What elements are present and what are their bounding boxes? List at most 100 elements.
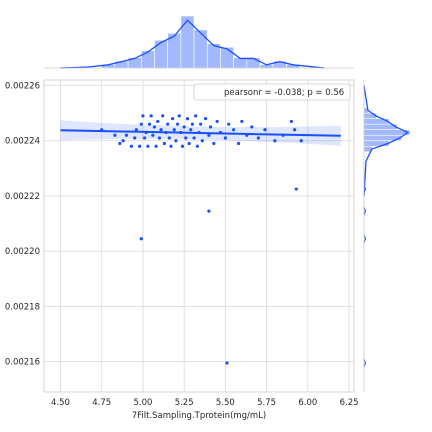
scatter-point bbox=[166, 122, 170, 126]
scatter-point bbox=[134, 128, 138, 132]
marginal-y-bar bbox=[363, 140, 390, 147]
x-tick-label: 6.25 bbox=[340, 398, 359, 408]
marginal-x-kde bbox=[60, 19, 325, 69]
marginal-y-outlier-bump bbox=[363, 234, 367, 243]
scatter-point bbox=[215, 119, 219, 124]
scatter-point bbox=[207, 133, 211, 137]
scatter-point bbox=[223, 136, 227, 140]
scatter-point bbox=[212, 141, 216, 146]
scatter-point bbox=[184, 136, 188, 140]
scatter-point bbox=[273, 139, 277, 143]
scatter-point bbox=[169, 144, 173, 148]
y-tick-label: 0.00216 bbox=[5, 358, 40, 368]
scatter-point bbox=[203, 117, 208, 121]
scatter-point bbox=[121, 139, 125, 143]
scatter-point bbox=[232, 128, 236, 132]
scatter-point bbox=[293, 128, 297, 132]
regression-line bbox=[60, 129, 341, 137]
scatter-point bbox=[167, 136, 171, 140]
scatter-point bbox=[294, 187, 298, 191]
scatter-point bbox=[171, 117, 175, 121]
scatter-point bbox=[133, 136, 137, 140]
scatter-point bbox=[139, 122, 143, 126]
scatter-point bbox=[156, 119, 160, 124]
y-tick-label: 0.00222 bbox=[5, 192, 40, 202]
marginal-x-bar bbox=[233, 57, 248, 69]
legend-box bbox=[193, 83, 351, 101]
scatter-point bbox=[138, 144, 142, 148]
regression-layer bbox=[60, 129, 341, 137]
marginal-x-bar bbox=[193, 29, 208, 69]
scatter-point bbox=[208, 125, 213, 129]
scatter-point bbox=[149, 114, 153, 118]
x-tick-label: 4.75 bbox=[92, 398, 111, 408]
marginal-x-area bbox=[44, 12, 354, 68]
scatter-point bbox=[113, 133, 117, 137]
scatter-point bbox=[256, 136, 260, 140]
x-tick-labels: 4.50 4.75 5.00 5.25 5.50 5.75 6.00 6.25 bbox=[51, 398, 359, 408]
x-tick-label: 5.50 bbox=[216, 398, 235, 408]
scatter-point bbox=[141, 114, 145, 118]
scatter-point bbox=[250, 125, 254, 129]
scatter-point bbox=[289, 119, 293, 124]
grid bbox=[44, 80, 354, 392]
scatter-point bbox=[236, 141, 241, 146]
scatter-point bbox=[118, 141, 122, 146]
marginal-x-bar bbox=[246, 57, 261, 69]
scatter-point bbox=[185, 117, 190, 121]
x-tick-label: 5.25 bbox=[175, 398, 194, 408]
scatter-point bbox=[172, 128, 176, 132]
scatter-point bbox=[189, 128, 193, 132]
x-tick-label: 5.00 bbox=[133, 398, 152, 408]
scatter-point bbox=[124, 133, 129, 137]
scatter-point bbox=[240, 119, 244, 124]
scatter-point bbox=[146, 144, 150, 148]
marginal-y-bar bbox=[363, 118, 390, 125]
marginal-x-bar bbox=[140, 50, 155, 69]
scatter-point bbox=[174, 139, 178, 143]
scatter-point bbox=[147, 122, 152, 126]
scatter-point bbox=[225, 361, 229, 365]
y-tick-label: 0.00218 bbox=[5, 302, 40, 312]
scatter-point bbox=[192, 136, 196, 140]
scatter-point bbox=[175, 122, 180, 126]
scatter-point bbox=[190, 122, 195, 126]
marginal-y-outlier-bump bbox=[363, 206, 367, 216]
scatter-point bbox=[299, 139, 303, 143]
scatter-point bbox=[194, 114, 198, 118]
scatter-point bbox=[180, 144, 185, 148]
scatter-point bbox=[195, 144, 199, 148]
scatter-point bbox=[207, 209, 211, 213]
scatter-point bbox=[152, 125, 157, 129]
scatter-point bbox=[154, 144, 158, 148]
marginal-y-histogram bbox=[363, 85, 411, 368]
scatter-point bbox=[129, 144, 133, 148]
scatter-point bbox=[227, 122, 231, 126]
y-tick-label: 0.00224 bbox=[5, 137, 40, 147]
scatter-point bbox=[157, 136, 162, 140]
marginal-x-bar bbox=[220, 46, 234, 69]
scatter-point bbox=[263, 128, 267, 132]
marginal-y-kde bbox=[363, 85, 410, 197]
scatter-point bbox=[161, 114, 165, 118]
x-tick-label: 6.00 bbox=[298, 398, 317, 408]
scatter-point bbox=[200, 139, 204, 143]
scatter-point bbox=[177, 114, 181, 118]
x-axis-label: 7Filt.Sampling.Tprotein(mg/mL) bbox=[132, 411, 267, 421]
y-tick-labels: 0.00216 0.00218 0.00220 0.00222 0.00224 0.002… bbox=[5, 82, 40, 368]
scatter-point bbox=[159, 128, 163, 132]
marginal-x-histogram bbox=[60, 15, 325, 69]
marginal-y-outlier-bump bbox=[363, 358, 367, 368]
pearson-annotation: pearsonr = -0.038; p = 0.56 bbox=[224, 88, 344, 98]
marginal-x-bar bbox=[154, 39, 168, 69]
scatter-point bbox=[199, 122, 203, 126]
scatter-point bbox=[151, 133, 155, 137]
scatter-point bbox=[142, 136, 147, 140]
marginal-y-bar bbox=[363, 112, 377, 119]
x-tick-label: 4.50 bbox=[51, 398, 70, 408]
scatter-point bbox=[139, 237, 143, 241]
scatter-point bbox=[187, 141, 191, 146]
marginal-y-outlier-bump bbox=[363, 184, 367, 194]
marginal-y-area bbox=[364, 80, 420, 392]
y-tick-label: 0.00220 bbox=[5, 247, 40, 257]
